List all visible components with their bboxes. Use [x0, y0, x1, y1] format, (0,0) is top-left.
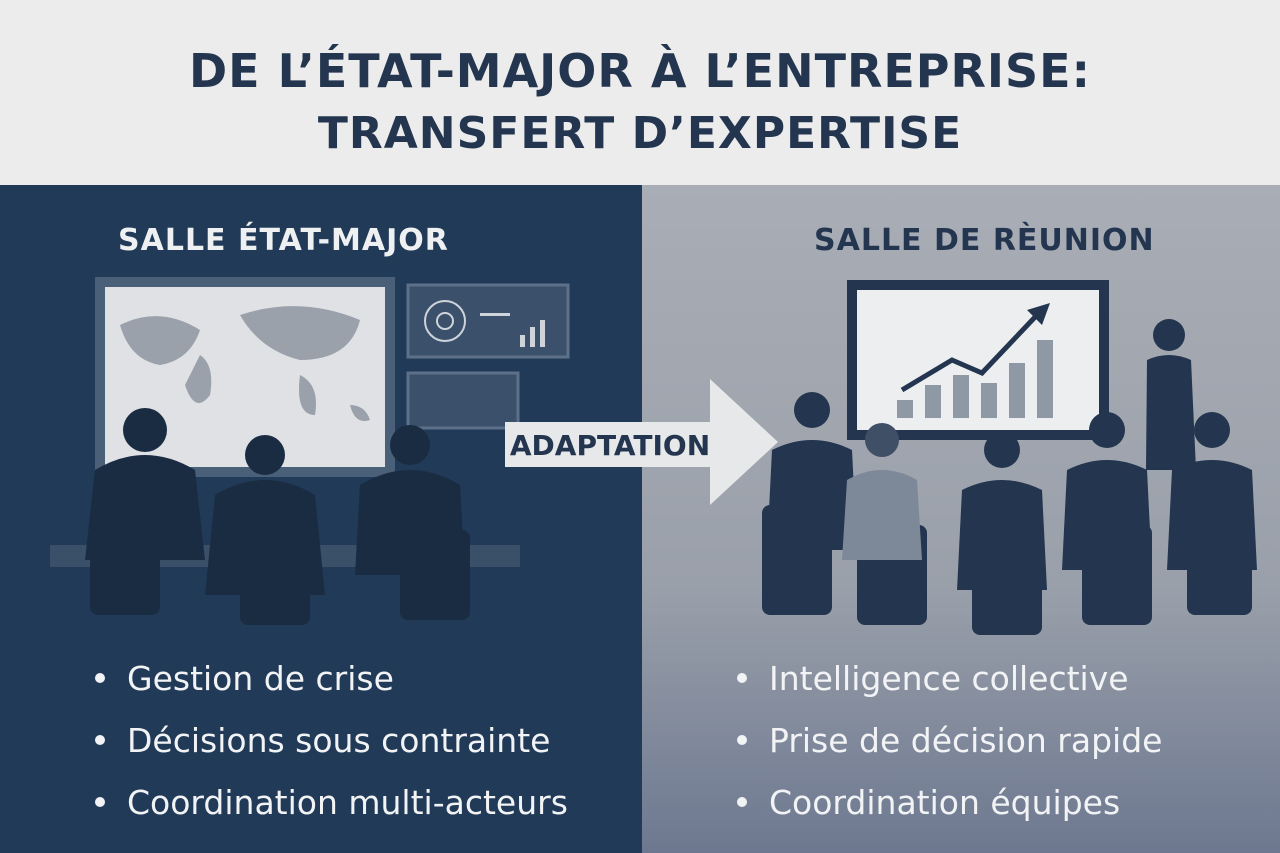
header: DE L’ÉTAT-MAJOR À L’ENTREPRISE: TRANSFER… [0, 0, 1280, 185]
list-item: Gestion de crise [95, 647, 568, 709]
right-panel: SALLE DE RÈUNION Intelligence collective… [642, 185, 1280, 853]
list-item: Coordination équipes [737, 771, 1162, 833]
left-panel: SALLE ÉTAT-MAJOR Gestion de crise Décisi… [0, 185, 642, 853]
bullet-icon [737, 797, 747, 807]
left-panel-title: SALLE ÉTAT-MAJOR [118, 223, 449, 258]
title-line-2: TRANSFERT D’EXPERTISE [317, 108, 963, 159]
meeting-room-illustration [762, 280, 1257, 635]
list-item: Décisions sous contrainte [95, 709, 568, 771]
bullet-icon [95, 797, 105, 807]
title-line-1: DE L’ÉTAT-MAJOR À L’ENTREPRISE: [189, 44, 1091, 98]
list-item: Prise de décision rapide [737, 709, 1162, 771]
list-item: Coordination multi-acteurs [95, 771, 568, 833]
bullet-icon [737, 735, 747, 745]
list-item: Intelligence collective [737, 647, 1162, 709]
arrow-right-icon [505, 379, 778, 505]
left-bullet-list: Gestion de crise Décisions sous contrain… [95, 647, 568, 833]
right-panel-title: SALLE DE RÈUNION [814, 223, 1155, 258]
bullet-icon [737, 673, 747, 683]
adaptation-label: ADAPTATION [509, 428, 711, 462]
bullet-icon [95, 735, 105, 745]
right-bullet-list: Intelligence collective Prise de décisio… [737, 647, 1162, 833]
bullet-icon [95, 673, 105, 683]
war-room-illustration [50, 277, 570, 625]
